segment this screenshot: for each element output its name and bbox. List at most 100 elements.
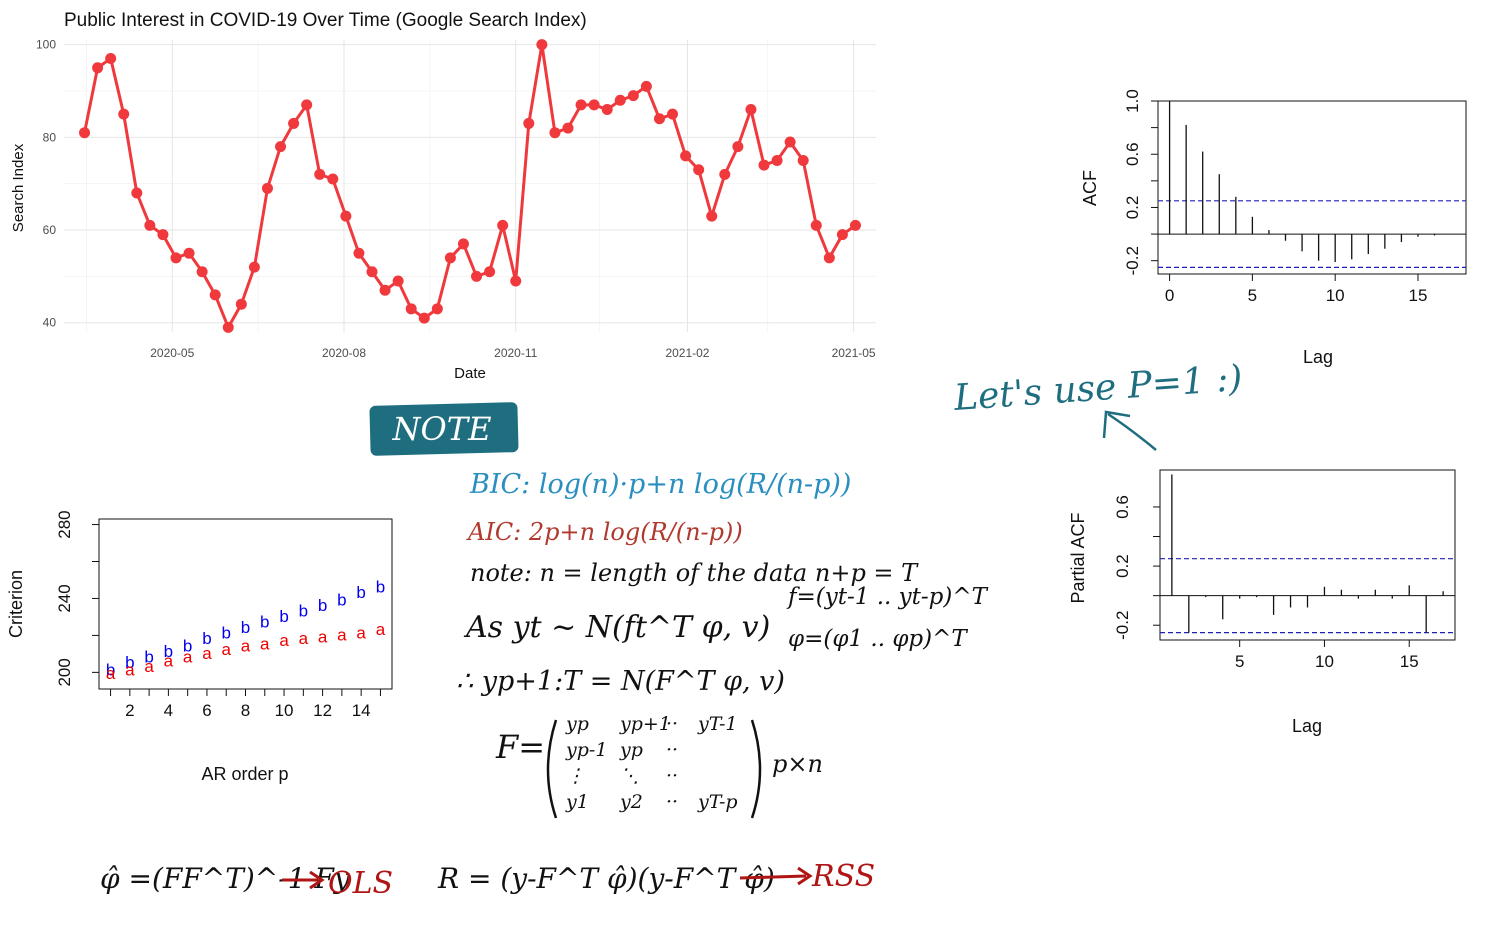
- x-tick-label: 2020-08: [322, 346, 366, 360]
- y-tick-label: -0.2: [1113, 611, 1132, 640]
- x-tick-label: 5: [1248, 286, 1257, 305]
- criterion-point-a: a: [241, 637, 251, 656]
- x-tick-label: 10: [275, 701, 294, 720]
- matrix-cells: yp yp+1·· yT-1yp-1 yp ··⋮ ⋱ ··y1 y2 ·· yT-p: [565, 713, 738, 813]
- rss-formula: R = (y-F^T φ̂)(y-F^T φ̂): [437, 862, 775, 895]
- data-point: [836, 229, 848, 241]
- criterion-points: b b b b b b b b b b b b b b ba a a a a a a a a a a a a a a: [106, 577, 386, 683]
- x-tick-label: 10: [1326, 286, 1345, 305]
- criterion-point-b: b: [337, 590, 346, 609]
- rss-arrow-shaft: [739, 874, 807, 880]
- data-point: [497, 219, 509, 231]
- search-index-points: [79, 39, 861, 333]
- ols-arrow-head: [309, 870, 325, 890]
- y-tick-label: -0.2: [1123, 246, 1142, 275]
- data-point: [745, 104, 757, 116]
- distribution-line: As yt ~ N(ft^T φ, v): [463, 610, 770, 645]
- y-tick-label: 0.6: [1123, 142, 1142, 166]
- criterion-point-a: a: [221, 640, 231, 659]
- criterion-point-a: a: [164, 651, 174, 670]
- data-point: [693, 164, 705, 176]
- matrix-dimension: p×n: [772, 750, 823, 778]
- ols-label: OLS: [328, 866, 393, 901]
- y-tick-label: 280: [55, 510, 74, 538]
- data-point: [405, 303, 417, 315]
- data-point: [392, 275, 404, 287]
- criterion-point-a: a: [125, 661, 135, 680]
- matrix-cell: ··: [666, 739, 678, 761]
- data-point: [797, 155, 809, 167]
- criterion-point-a: a: [260, 635, 270, 654]
- data-point: [510, 275, 522, 287]
- y-tick-label: 240: [55, 584, 74, 612]
- criterion-point-a: a: [356, 624, 366, 643]
- criterion-point-a: a: [106, 664, 116, 683]
- data-point: [379, 284, 391, 296]
- data-point: [549, 127, 561, 139]
- acf-x-label: Lag: [1303, 347, 1333, 367]
- data-point: [170, 252, 182, 264]
- x-tick-label: 8: [241, 701, 250, 720]
- y-tick-label: 60: [43, 223, 57, 237]
- criterion-point-b: b: [279, 607, 288, 626]
- data-point: [340, 210, 352, 222]
- note-label: NOTE: [392, 410, 492, 448]
- time-series-grid: [64, 40, 876, 332]
- matrix-cell: ⋮: [566, 765, 585, 787]
- matrix-F: F= yp yp+1·· yT-1yp-1 yp ··⋮ ⋱ ··y1 y2 ·· yT-p p×…: [495, 713, 823, 819]
- pacf-frame: [1159, 469, 1456, 641]
- matrix-cell: ⋱: [620, 765, 639, 787]
- data-point: [536, 39, 548, 51]
- data-point: [418, 312, 430, 324]
- x-tick-label: 6: [202, 701, 211, 720]
- f-definition: f=(yt-1 .. yt-p)^T: [786, 584, 989, 610]
- note-arrow-shaft: [1107, 412, 1157, 451]
- criterion-point-b: b: [260, 612, 269, 631]
- rss-label: RSS: [811, 859, 875, 894]
- pacf-axes: -0.2 0.2 0.6 5 10 15: [1113, 495, 1455, 671]
- criterion-point-a: a: [318, 627, 328, 646]
- criterion-x-label: AR order p: [201, 764, 288, 784]
- y-tick-label: 1.0: [1123, 89, 1142, 113]
- bic-formula: BIC: log(n)·p+n log(R/(n-p)): [469, 469, 851, 500]
- criterion-point-b: b: [144, 648, 153, 667]
- data-point: [562, 122, 574, 134]
- criterion-y-label: Criterion: [6, 570, 26, 638]
- data-point: [105, 53, 117, 65]
- data-point: [288, 117, 300, 129]
- matrix-label: F=: [495, 728, 545, 766]
- criterion-point-b: b: [299, 601, 308, 620]
- data-point: [183, 247, 195, 259]
- matrix-cell: ··: [666, 791, 678, 813]
- matrix-cell: yp: [619, 739, 643, 761]
- criterion-point-b: b: [164, 642, 173, 661]
- criterion-point-a: a: [144, 657, 154, 676]
- data-point: [248, 261, 260, 273]
- acf-axes: -0.2 0.2 0.6 1.0 0 5 10 15: [1123, 89, 1466, 305]
- x-tick-label: 2020-11: [494, 346, 537, 360]
- criterion-axes: 200 240 280 2 4 6 8 10 12 14: [55, 510, 381, 720]
- pacf-x-label: Lag: [1292, 716, 1322, 736]
- data-point: [314, 168, 326, 180]
- pacf-chart: -0.2 0.2 0.6 5 10 15 Lag Partial ACF: [1068, 469, 1456, 736]
- y-tick-label: 80: [43, 130, 57, 144]
- data-point: [484, 266, 496, 278]
- matrix-right-bracket: [750, 719, 762, 819]
- data-point: [92, 62, 104, 74]
- criterion-point-a: a: [279, 631, 289, 650]
- time-series-chart: Public Interest in COVID-19 Over Time (G…: [10, 10, 876, 382]
- y-tick-label: 0.2: [1123, 196, 1142, 220]
- matrix-cell: yp+1: [619, 713, 671, 735]
- rss-arrow-head: [797, 866, 813, 886]
- data-point: [79, 127, 91, 139]
- x-tick-label: 2020-05: [150, 346, 194, 360]
- data-point: [588, 99, 600, 111]
- y-distribution-line: ∴ yp+1:T = N(F^T φ, v): [456, 666, 785, 697]
- acf-chart: -0.2 0.2 0.6 1.0 0 5 10 15 Lag ACF: [1080, 89, 1467, 367]
- criterion-point-b: b: [376, 577, 385, 596]
- criterion-point-a: a: [376, 620, 386, 639]
- matrix-left-bracket: [546, 719, 558, 819]
- criterion-point-b: b: [356, 583, 365, 602]
- aic-formula: AIC: 2p+n log(R/(n-p)): [466, 518, 743, 546]
- note-line: note: n = length of the data n+p = T: [470, 559, 919, 587]
